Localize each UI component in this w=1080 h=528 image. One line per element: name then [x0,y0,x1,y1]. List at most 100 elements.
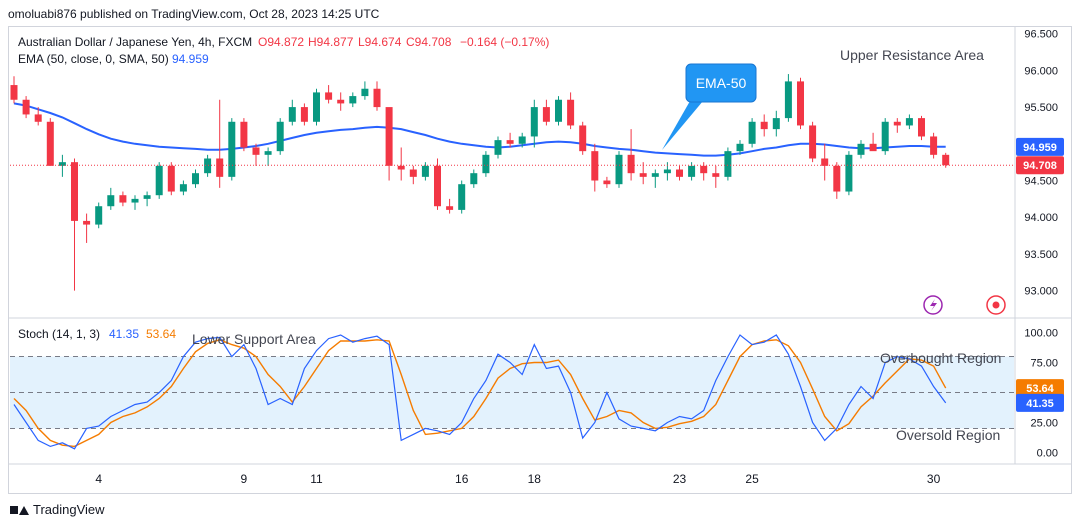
last-price-badge-text: 94.708 [1023,160,1057,172]
candle-body [167,165,175,192]
candle [748,118,756,148]
candle-body [676,169,683,177]
candle-body [639,173,647,177]
candle-body [857,143,865,155]
candle-body [663,169,671,174]
candle [361,81,369,100]
stoch-tick-label: 75.00 [1030,358,1058,370]
candle-body [603,180,611,185]
candle-body [313,92,320,122]
candle-body [809,125,817,159]
stoch-k-line [13,334,947,450]
candle [760,114,768,137]
stoch-d-badge-text: 53.64 [1026,383,1054,395]
candle [579,121,587,155]
candle [434,158,441,210]
candle-body [385,107,393,166]
candle [325,85,333,104]
stoch-d-legend: 53.64 [146,327,176,341]
candle-body [615,154,623,185]
candle-body [155,165,163,196]
candle [71,158,78,291]
candle-body [688,165,696,177]
candle [506,132,514,148]
candle-body [373,88,381,108]
open-value: O94.872 [258,35,304,49]
candle [676,165,683,181]
candle-body [397,165,405,170]
candle [833,162,841,199]
candle-body [881,121,889,152]
candle-body [95,206,103,225]
time-tick-label: 30 [927,472,941,486]
overbought-label: Overbought Region [880,350,1001,366]
candle-body [893,121,901,126]
candle [470,169,478,188]
candle [228,118,236,181]
price-pane[interactable]: 96.50096.00095.50095.00094.50094.00093.5… [10,29,1064,298]
candle-body [555,99,562,122]
candle-body [905,118,913,126]
candle [95,202,103,229]
stoch-tick-label: 100.00 [1024,328,1058,340]
low-value: L94.674 [358,35,402,49]
candle-body [276,121,284,152]
candle-body [930,136,938,155]
price-tick-label: 95.500 [1024,102,1058,114]
candle-body [179,184,187,192]
candle [482,151,490,177]
time-tick-label: 16 [455,472,469,486]
candle-body [300,107,308,122]
candle-body [131,198,139,203]
footer-brand[interactable]: TradingView [10,502,105,517]
candle [784,74,792,122]
candle-body [712,173,720,177]
candle-body [772,118,780,130]
candle [603,176,611,188]
candle-body [942,154,950,166]
candle [240,118,248,152]
stoch-d-badge-bg [1016,379,1064,398]
candle-body [797,81,804,126]
candle [264,147,272,166]
candle-body [204,158,212,174]
record-icon[interactable] [986,295,1006,315]
candle [276,118,284,155]
candle-body [748,121,756,144]
candle-body [506,140,514,144]
candle [143,191,151,207]
candle-body [530,107,538,137]
change-value: −0.164 (−0.17%) [460,35,549,49]
last-price-badge-bg [1016,156,1064,175]
candle [385,107,393,181]
lower-support-label: Lower Support Area [192,331,316,347]
chart-frame [8,26,1072,494]
candle-body [337,99,345,104]
candle-body [264,151,272,155]
candle [905,114,913,130]
candle [518,132,526,148]
candle [772,110,780,137]
candle-body [821,158,829,166]
candle [857,140,865,159]
ema-callout: EMA-50 [662,63,757,150]
candle [845,151,853,196]
stochastic-pane[interactable]: 100.0075.0050.0025.000.0053.6441.3549111… [10,328,1064,486]
time-tick-label: 4 [95,472,102,486]
candle-body [228,121,236,177]
candle-body [458,184,466,210]
candle-body [143,195,151,199]
candle-body [518,136,526,144]
footer-brand-text: TradingView [33,502,105,517]
time-tick-label: 9 [241,472,248,486]
publisher-line: omoluabi876 published on TradingView.com… [8,7,380,21]
high-value: H94.877 [308,35,354,49]
candle-body [651,173,659,177]
close-value: C94.708 [406,35,452,49]
time-tick-label: 25 [745,472,759,486]
lightning-icon[interactable] [923,295,943,315]
candle [349,92,357,108]
candle [591,143,599,192]
candle-body [918,118,925,137]
